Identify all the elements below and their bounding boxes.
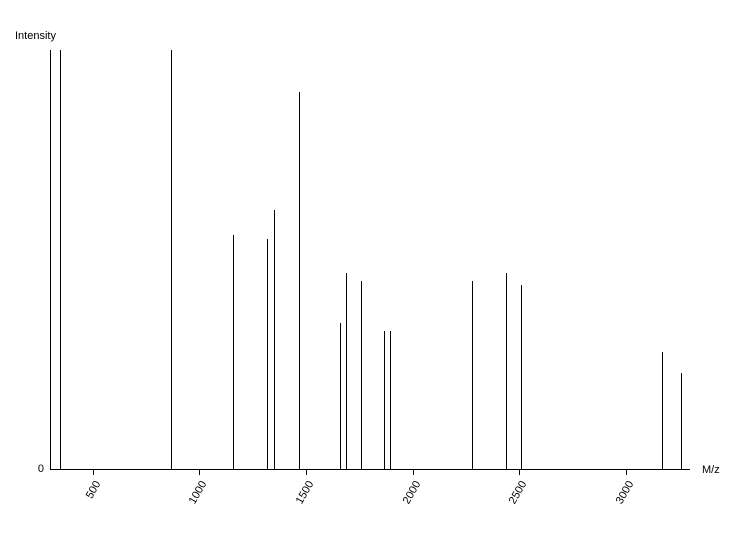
x-tick bbox=[199, 470, 200, 475]
y-tick-label: 0 bbox=[20, 463, 44, 475]
spectrum-peak bbox=[472, 281, 473, 470]
spectrum-peak bbox=[361, 281, 362, 470]
mass-spectrum-chart: Intensity M/z 0 500 1000 1500 2000 2500 3000 bbox=[0, 0, 750, 540]
x-axis-label: M/z bbox=[702, 464, 720, 476]
spectrum-peak bbox=[390, 331, 391, 470]
spectrum-peak bbox=[506, 273, 507, 470]
spectrum-peak bbox=[60, 50, 61, 470]
x-tick bbox=[413, 470, 414, 475]
spectrum-peak bbox=[681, 373, 682, 470]
spectrum-peak bbox=[233, 235, 234, 470]
plot-area bbox=[50, 50, 690, 470]
spectrum-peak bbox=[267, 239, 268, 470]
peaks-container bbox=[50, 50, 690, 470]
spectrum-peak bbox=[274, 210, 275, 470]
x-tick bbox=[519, 470, 520, 475]
x-tick-label: 3000 bbox=[614, 479, 637, 506]
spectrum-peak bbox=[521, 285, 522, 470]
x-tick-label: 2500 bbox=[507, 479, 530, 506]
x-tick bbox=[93, 470, 94, 475]
x-tick bbox=[626, 470, 627, 475]
x-tick bbox=[306, 470, 307, 475]
spectrum-peak bbox=[340, 323, 341, 470]
x-tick-label: 1000 bbox=[187, 479, 210, 506]
x-tick-label: 1500 bbox=[294, 479, 317, 506]
spectrum-peak bbox=[346, 273, 347, 470]
spectrum-peak bbox=[384, 331, 385, 470]
x-tick-label: 500 bbox=[83, 479, 103, 501]
spectrum-peak bbox=[662, 352, 663, 470]
spectrum-peak bbox=[171, 50, 172, 470]
spectrum-peak bbox=[299, 92, 300, 470]
y-axis-label: Intensity bbox=[15, 30, 56, 42]
x-tick-label: 2000 bbox=[400, 479, 423, 506]
